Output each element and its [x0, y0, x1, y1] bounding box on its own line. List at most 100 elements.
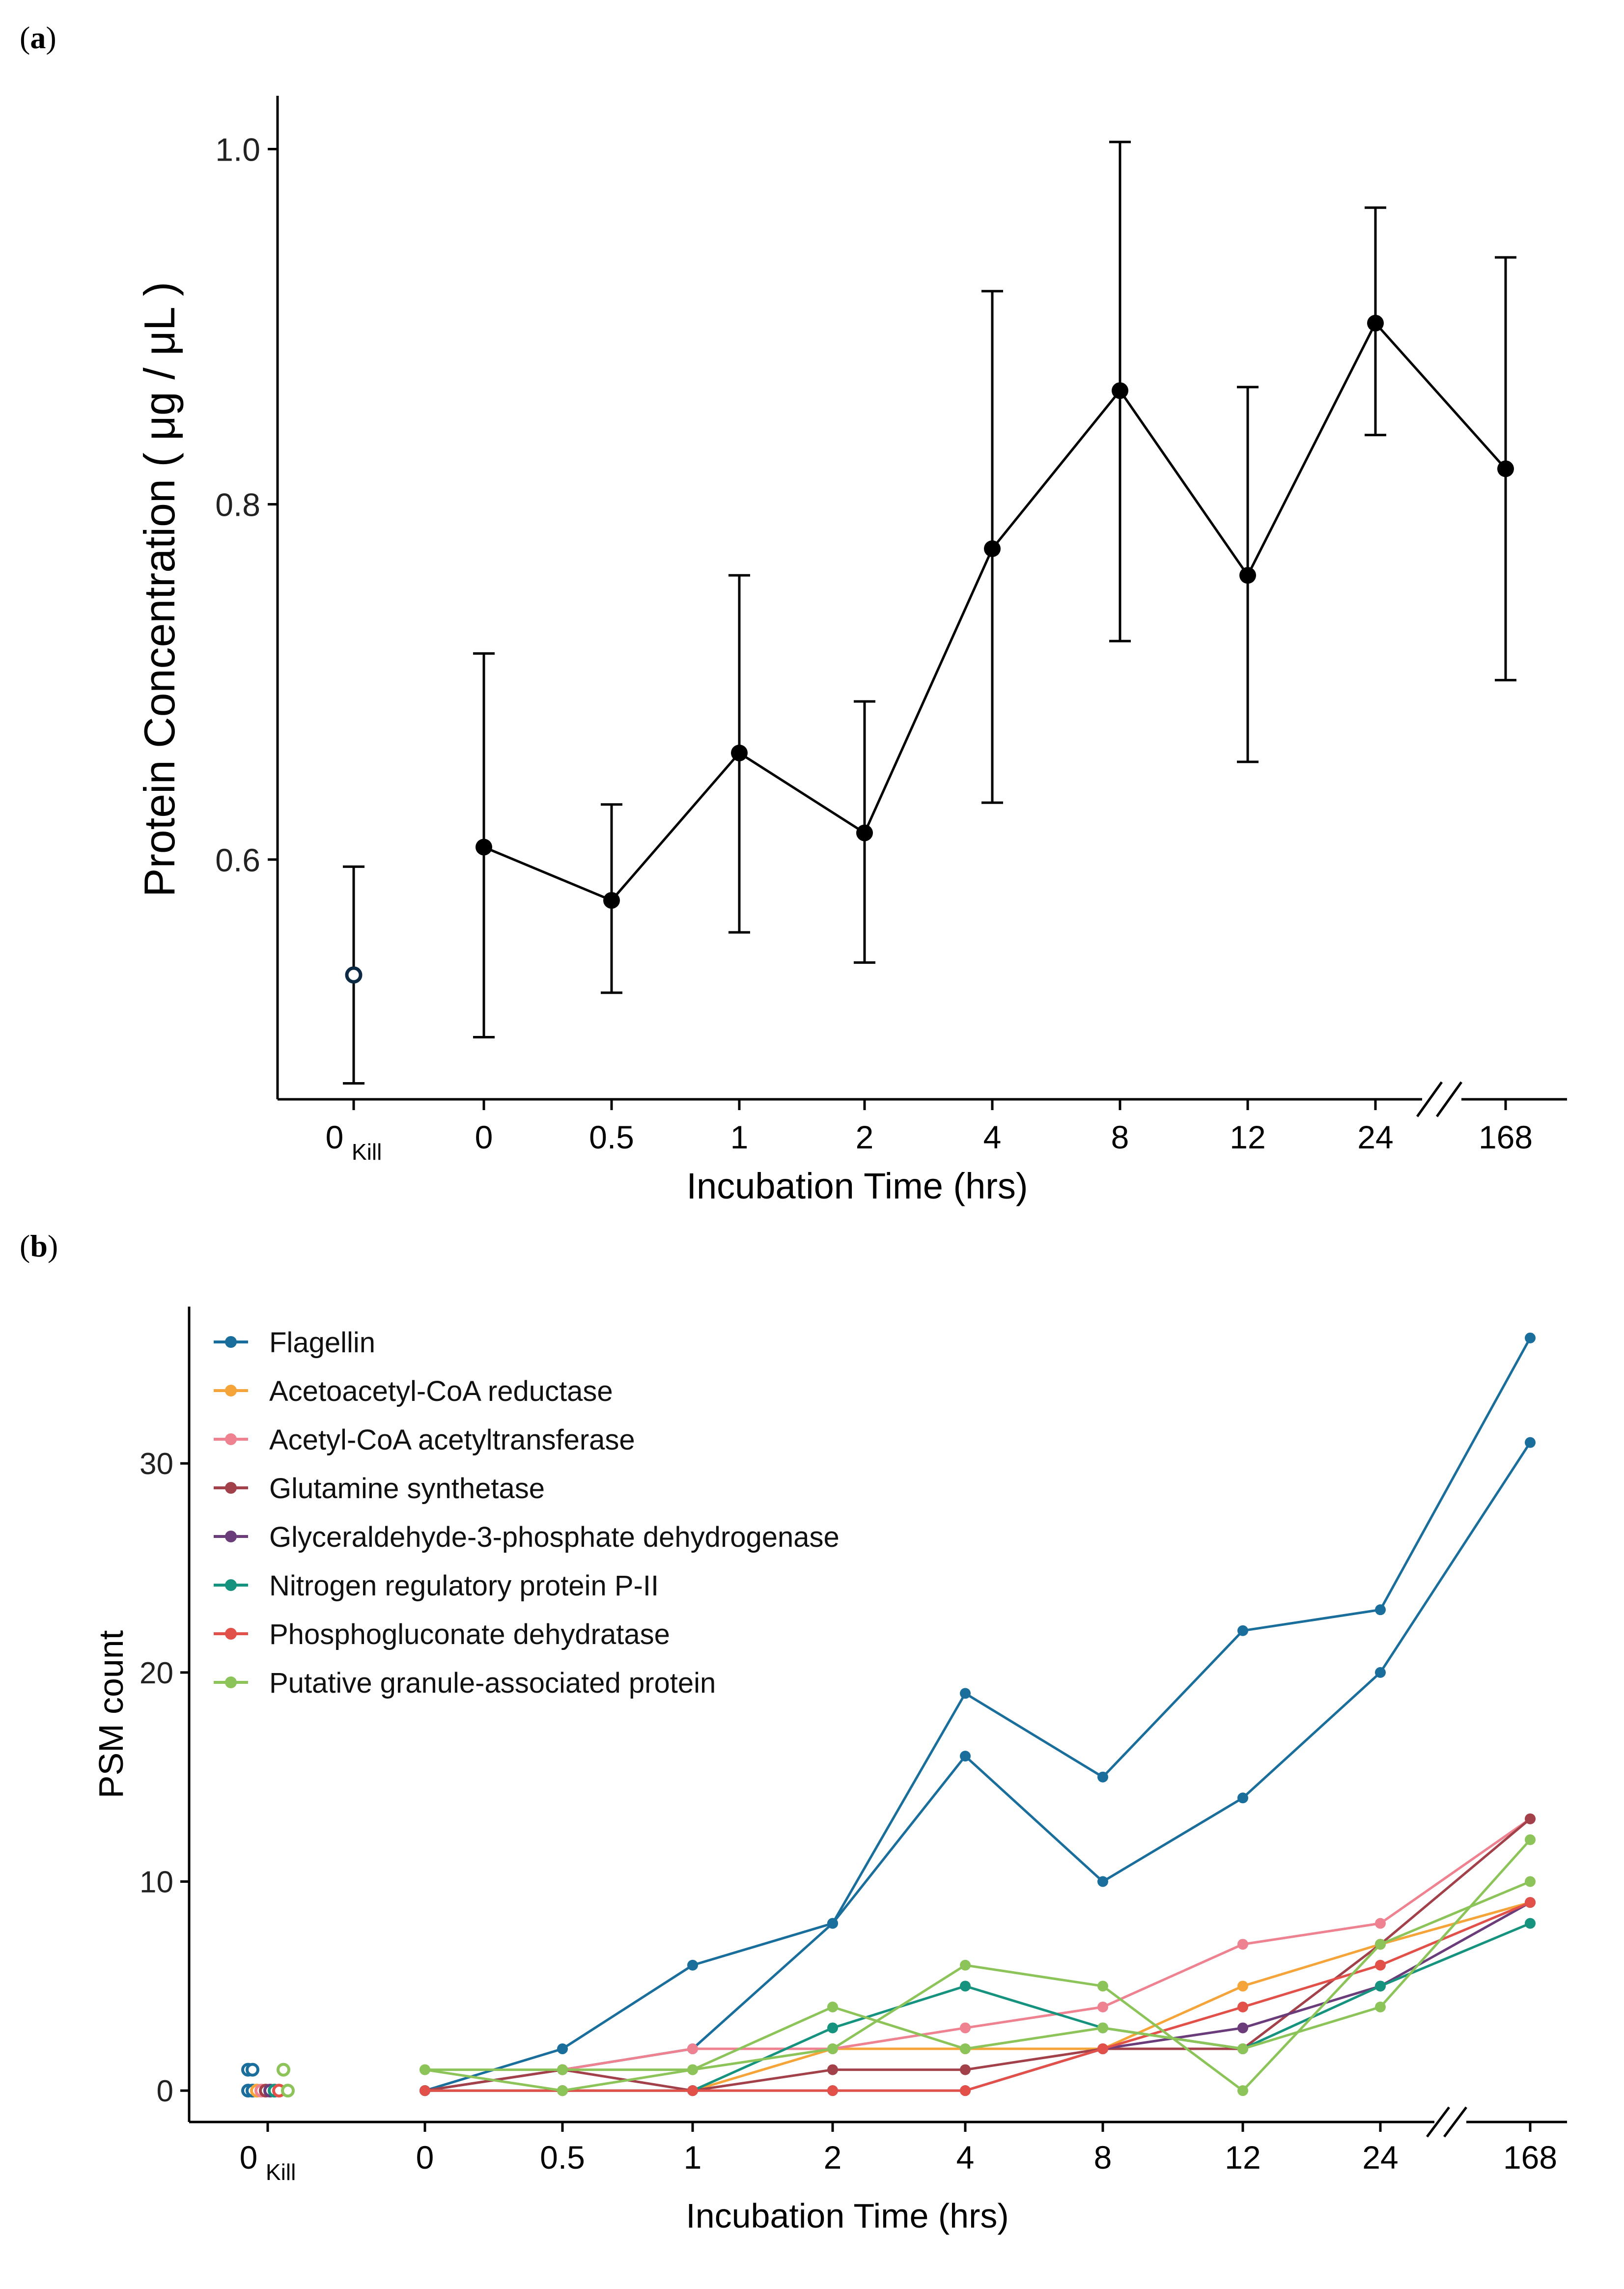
- series-line: [483, 321, 1507, 902]
- data-point: [960, 1688, 971, 1699]
- data-point: [1525, 1918, 1536, 1929]
- series-line: [425, 1901, 1531, 2092]
- legend-entry: Phosphogluconate dehydratase: [269, 1619, 670, 1650]
- data-point: [1367, 314, 1384, 332]
- axis-break-mark: [1426, 2106, 1450, 2138]
- kill-control-point: [246, 2063, 259, 2077]
- y-tick-label: 0: [157, 2074, 173, 2108]
- axis-break-mark: [1435, 1081, 1463, 1117]
- y-tick-label: 1.0: [215, 131, 260, 167]
- data-point: [827, 2064, 838, 2075]
- legend-entry: Acetoacetyl-CoA reductase: [269, 1375, 613, 1407]
- kill-control-point: [281, 2084, 295, 2098]
- series-line: [424, 1880, 1531, 2093]
- data-point: [1097, 1981, 1108, 1992]
- data-point: [827, 2022, 838, 2034]
- data-point: [960, 1981, 971, 1992]
- kill-control-point: [277, 2063, 290, 2077]
- data-point: [1525, 1834, 1536, 1845]
- data-point: [557, 2064, 568, 2075]
- data-point: [420, 2085, 430, 2096]
- y-tick-label: 30: [140, 1447, 173, 1481]
- series-line: [425, 1901, 1531, 2092]
- data-point: [1237, 1792, 1248, 1804]
- data-point: [1237, 1625, 1248, 1636]
- data-point: [1375, 1667, 1386, 1678]
- data-point: [1375, 1604, 1386, 1616]
- data-point: [1497, 460, 1514, 477]
- x-tick-label: 1: [684, 2139, 702, 2176]
- data-point: [1375, 1959, 1386, 1971]
- data-point: [1525, 1876, 1536, 1887]
- x-tick-label: 0 Kill: [240, 2139, 296, 2185]
- control-point-kill: [345, 966, 363, 984]
- data-point: [731, 744, 748, 761]
- data-point: [687, 2085, 698, 2096]
- legend-swatch-marker: [225, 1628, 237, 1640]
- data-point: [1375, 2001, 1386, 2012]
- legend-entry: Glutamine synthetase: [269, 1473, 545, 1505]
- data-point: [557, 2085, 568, 2096]
- y-tick-label: 0.8: [215, 487, 260, 523]
- x-tick-label: 1: [730, 1119, 749, 1155]
- legend-swatch-marker: [225, 1579, 237, 1591]
- data-point: [960, 2064, 971, 2075]
- legend-swatch-marker: [225, 1433, 237, 1445]
- x-tick-label: 24: [1362, 2139, 1398, 2176]
- data-point: [960, 2085, 971, 2096]
- data-point: [557, 2043, 568, 2055]
- data-point: [827, 2001, 838, 2012]
- data-point: [856, 824, 873, 841]
- x-tick-label: 0: [416, 2139, 434, 2176]
- x-tick-label: 8: [1094, 2139, 1112, 2176]
- y-tick-label: 0.6: [215, 842, 260, 878]
- legend-swatch-marker: [225, 1482, 237, 1494]
- data-point: [960, 1751, 971, 1762]
- data-point: [1525, 1813, 1536, 1824]
- series-line: [425, 1839, 1531, 2071]
- data-point: [827, 2085, 838, 2096]
- y-axis-title: Protein Concentration ( μg / μL ): [135, 282, 184, 897]
- x-tick-label: 4: [983, 1119, 1002, 1155]
- data-point: [603, 892, 620, 909]
- y-tick-label: 20: [140, 1656, 173, 1690]
- legend-swatch-marker: [225, 1336, 237, 1348]
- axis-break-mark: [1416, 1081, 1443, 1117]
- data-point: [687, 2043, 698, 2055]
- panel-label-a: (a): [20, 20, 56, 55]
- data-point: [960, 2022, 971, 2034]
- data-point: [1097, 2022, 1108, 2034]
- data-point: [476, 838, 492, 856]
- x-tick-label: 0.5: [589, 1119, 634, 1155]
- data-point: [1525, 1897, 1536, 1908]
- data-point: [1237, 1981, 1248, 1992]
- data-point: [1375, 1939, 1386, 1950]
- data-point: [1097, 1771, 1108, 1783]
- legend-entry: Acetyl-CoA acetyltransferase: [269, 1424, 635, 1456]
- legend-entry: Nitrogen regulatory protein P-II: [269, 1570, 659, 1602]
- data-point: [1097, 1876, 1108, 1887]
- x-tick-label: 0 Kill: [326, 1119, 382, 1165]
- data-point: [1097, 2043, 1108, 2055]
- y-tick-label: 10: [140, 1866, 173, 1899]
- data-point: [420, 2064, 430, 2075]
- x-tick-label: 0.5: [540, 2139, 585, 2176]
- axis-break-mark: [1443, 2106, 1467, 2138]
- data-point: [960, 1959, 971, 1971]
- chart-a: 0.60.81.00 Kill 0 0.5 1 2 4 8 12 24 168Incubation …: [135, 96, 1567, 1206]
- data-point: [984, 540, 1001, 558]
- x-tick-label: 2: [856, 1119, 874, 1155]
- x-tick-label: 168: [1479, 1119, 1533, 1155]
- x-axis-title: Incubation Time (hrs): [686, 1166, 1028, 1206]
- x-tick-label: 8: [1111, 1119, 1129, 1155]
- x-tick-label: 0: [475, 1119, 493, 1155]
- data-point: [1237, 2001, 1248, 2012]
- data-point: [1237, 1939, 1248, 1950]
- data-point: [827, 1918, 838, 1929]
- data-point: [1375, 1918, 1386, 1929]
- x-tick-label: 2: [824, 2139, 842, 2176]
- x-tick-label: 24: [1357, 1119, 1393, 1155]
- data-point: [1112, 382, 1128, 399]
- x-axis-title: Incubation Time (hrs): [686, 2197, 1008, 2235]
